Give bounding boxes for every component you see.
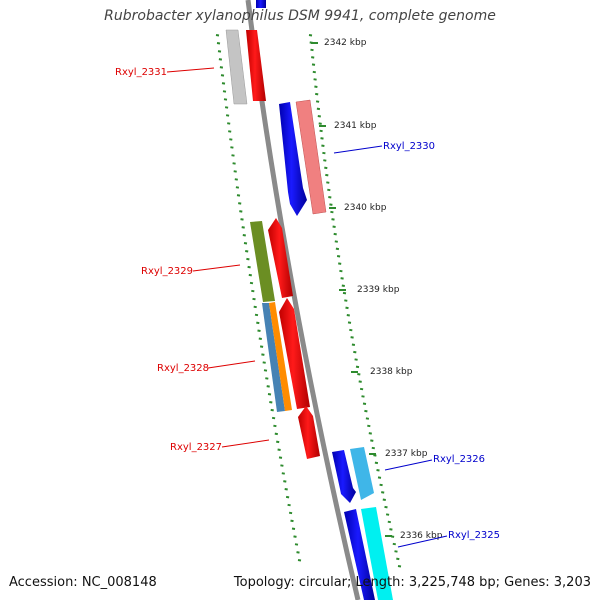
kbp-marker-2340: 2340 kbp [344,203,387,213]
cds-arrow-rxyl-2328 [279,298,310,409]
cds-arrow-rxyl-2327 [298,406,320,459]
genome-title: Rubrobacter xylanophilus DSM 9941, compl… [104,8,496,24]
gene-rxyl-2330 [279,99,327,216]
gene-label-rxyl-2328[interactable]: Rxyl_2328 [157,363,209,374]
kbp-marker-2341: 2341 kbp [334,121,377,131]
cds-feature-top [256,0,266,8]
gene-labels: Rxyl_2331 Rxyl_2330 Rxyl_2329 Rxyl_2328 … [115,67,500,548]
gene-rxyl-2325 [344,507,393,600]
gene-label-rxyl-2325[interactable]: Rxyl_2325 [448,530,500,541]
inner-tick-track [308,34,402,568]
cds-bar-rxyl-2331 [246,30,266,101]
cds-arrow-rxyl-2329 [268,218,293,298]
kbp-marker-2336: 2336 kbp [400,531,443,541]
cds-arrow-rxyl-2326 [332,450,356,503]
cds-bar-rxyl-2325 [344,509,375,600]
accession-text: Accession: NC_008148 [9,575,157,590]
gene-bar-rxyl-2328 [262,303,285,412]
gene-bar-rxyl-2331 [225,29,248,105]
kbp-marker-2337: 2337 kbp [385,449,428,459]
kbp-marker-2339: 2339 kbp [357,285,400,295]
kbp-marker-2342: 2342 kbp [324,38,367,48]
outer-tick-track [215,34,302,562]
gene-bar-rxyl-2330 [295,99,327,215]
cds-arrow-rxyl-2330 [279,102,307,216]
gene-label-rxyl-2330[interactable]: Rxyl_2330 [383,141,435,152]
gene-bar-rxyl-2326 [350,447,374,500]
gene-label-rxyl-2326[interactable]: Rxyl_2326 [433,454,485,465]
kbp-marker-2338: 2338 kbp [370,367,413,377]
kbp-markers: 2342 kbp 2341 kbp 2340 kbp 2339 kbp 2338… [311,38,443,541]
gene-rxyl-2331 [225,29,266,105]
gene-bar-rxyl-2329 [250,221,275,302]
gene-label-rxyl-2329[interactable]: Rxyl_2329 [141,266,193,277]
gene-bar-rxyl-2328-orange [269,302,292,411]
gene-rxyl-2326 [332,447,374,503]
gene-rxyl-2329 [250,218,293,302]
topology-text: Topology: circular; Length: 3,225,748 bp… [233,575,591,590]
gene-label-rxyl-2327[interactable]: Rxyl_2327 [170,442,222,453]
gene-rxyl-2328 [262,298,310,412]
gene-label-rxyl-2331[interactable]: Rxyl_2331 [115,67,167,78]
gene-bar-rxyl-2325 [361,507,393,600]
